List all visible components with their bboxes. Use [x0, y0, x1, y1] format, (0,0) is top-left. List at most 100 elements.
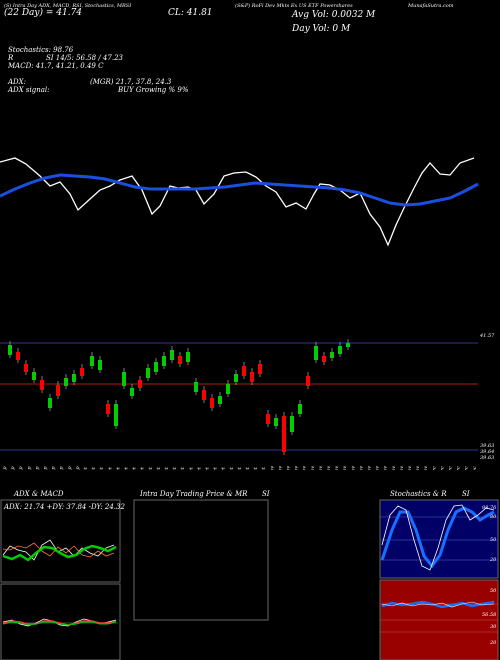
candle — [306, 376, 310, 386]
stoch-50-label: 50 — [490, 537, 497, 543]
candle — [322, 356, 326, 362]
date-label: 26 Nov — [407, 466, 413, 470]
date-label: 17 Sep — [2, 466, 8, 470]
date-label: 01 Oct — [83, 466, 89, 470]
candle — [298, 404, 302, 414]
candle — [154, 362, 158, 372]
date-label: 23 Sep — [34, 466, 40, 470]
candle — [274, 418, 278, 426]
candle — [170, 350, 174, 360]
date-label: 04 Nov — [277, 466, 283, 470]
candlesticks — [8, 339, 350, 455]
date-label: 31 Oct — [261, 466, 267, 470]
rsi-value-label: 56.58 — [482, 612, 497, 618]
macd-signal-line — [2, 620, 117, 626]
candle — [258, 364, 262, 374]
candle — [346, 343, 350, 347]
date-label: 20 Nov — [375, 466, 381, 470]
top-left-title: (S) Intra Day ADX, MACD, RSI, Stochastic… — [4, 3, 132, 9]
date-label: 04 Oct — [107, 466, 113, 470]
intraday-panel-title: Intra Day Trading Price & MR — [140, 490, 248, 498]
candle — [202, 390, 206, 400]
date-label: 11 Oct — [148, 466, 154, 470]
intraday-si-label: SI — [262, 490, 270, 498]
candle — [114, 404, 118, 426]
candle — [226, 384, 230, 394]
candle — [330, 352, 334, 358]
candle — [40, 380, 44, 390]
date-label: 07 Nov — [302, 466, 308, 470]
macd-line — [2, 618, 117, 627]
date-label: 19 Nov — [367, 466, 373, 470]
date-label: 14 Nov — [342, 466, 348, 470]
date-label: 20 Sep — [26, 466, 32, 470]
stoch-80-label: 80 — [490, 514, 497, 520]
price-label-bottom-3: 39.63 — [480, 455, 495, 461]
date-label: 30 Oct — [253, 466, 259, 470]
date-label: 07 Oct — [115, 466, 121, 470]
candle — [250, 372, 254, 382]
price-label-bottom-1: 39.63 — [480, 443, 495, 449]
date-label: 24 Oct — [221, 466, 227, 470]
date-label: 25 Nov — [399, 466, 405, 470]
buy-signal: BUY Growing % 9% — [118, 86, 189, 94]
rsi-20-label: 20 — [490, 640, 497, 646]
candle — [186, 352, 190, 362]
date-label: 25 Oct — [229, 466, 235, 470]
candle — [338, 346, 342, 354]
date-label: 14 Oct — [156, 466, 162, 470]
rsi-50-label: 50 — [490, 588, 497, 594]
adx-minus-line — [2, 542, 115, 558]
date-label: 18 Nov — [358, 466, 364, 470]
adx-label: ADX: — [8, 78, 27, 86]
intraday-panel — [133, 499, 269, 621]
main-chart: 17 Sep18 Sep19 Sep20 Sep23 Sep24 Sep25 S… — [0, 157, 479, 470]
avg-vol: Avg Vol: 0.0032 M — [292, 10, 376, 20]
date-label: 03 Oct — [99, 466, 105, 470]
adx-panel-title: ADX & MACD — [14, 490, 64, 498]
adx-values: (MGR) 21.7, 37.8, 24.3 — [90, 78, 172, 86]
stoch-value-label: 98.76 — [482, 505, 497, 511]
close-label: CL: 41.81 — [168, 8, 213, 18]
date-label: 24 Sep — [43, 466, 49, 470]
stoch-20-label: 20 — [490, 557, 497, 563]
date-label: 27 Nov — [415, 466, 421, 470]
stoch-k-line — [380, 506, 495, 569]
date-label: 09 Oct — [132, 466, 138, 470]
rsi-panel-white-line — [381, 601, 495, 608]
date-label: 29 Nov — [423, 466, 429, 470]
rsi-30-label: 30 — [490, 624, 497, 630]
date-info: (22 Day) = 41.74 — [4, 8, 83, 18]
date-label: 08 Nov — [310, 466, 316, 470]
date-label: 05 Dec — [456, 466, 462, 470]
date-axis: 17 Sep18 Sep19 Sep20 Sep23 Sep24 Sep25 S… — [2, 466, 478, 470]
price-label-top: 41.57 — [480, 333, 495, 339]
date-label: 15 Oct — [164, 466, 170, 470]
candle — [218, 396, 222, 404]
candle — [266, 414, 270, 424]
candle — [8, 345, 12, 355]
candle — [242, 366, 246, 376]
stoch-panel-title: Stochastics & R — [390, 490, 447, 498]
stoch-panel — [379, 499, 499, 579]
date-label: 18 Sep — [10, 466, 16, 470]
date-label: 09 Dec — [472, 466, 478, 470]
candle — [16, 352, 20, 360]
candle — [282, 416, 286, 452]
date-label: 02 Dec — [431, 466, 437, 470]
price-label-bottom-2: 39.64 — [480, 449, 495, 455]
date-label: 29 Oct — [245, 466, 251, 470]
rsi-panel-line — [381, 600, 495, 609]
date-label: 19 Sep — [18, 466, 24, 470]
date-label: 22 Oct — [205, 466, 211, 470]
date-label: 22 Nov — [391, 466, 397, 470]
candle — [106, 404, 110, 414]
date-label: 04 Dec — [448, 466, 454, 470]
stoch-d-line — [381, 504, 495, 571]
date-label: 26 Sep — [59, 466, 65, 470]
date-label: 27 Sep — [67, 466, 73, 470]
rsi-label: R — [8, 54, 14, 62]
date-label: 18 Oct — [188, 466, 194, 470]
ticker-info: (S&P) RoFi Dev Mkts Ex US ETF Powershare… — [235, 3, 353, 9]
date-label: 11 Nov — [318, 466, 324, 470]
